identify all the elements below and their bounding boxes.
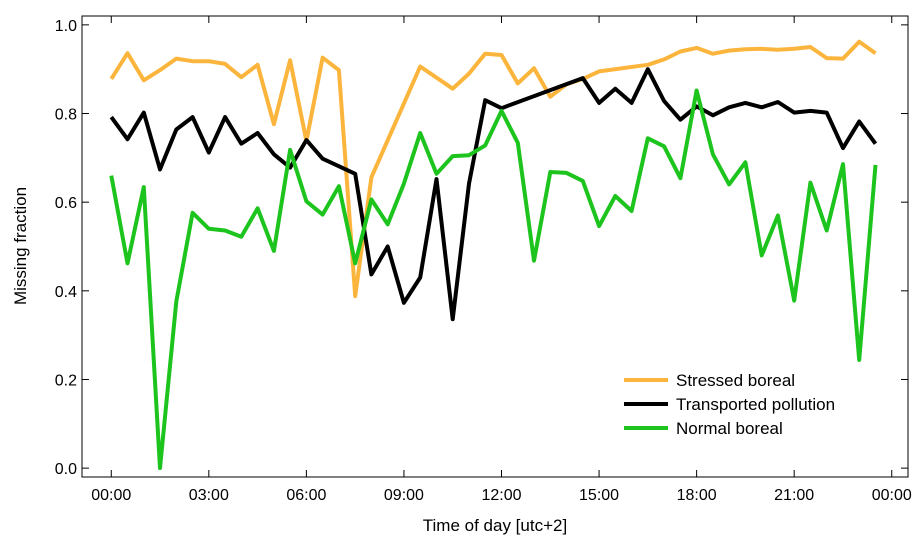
y-tick-label: 0.2: [55, 372, 77, 389]
x-tick-label: 00:00: [872, 487, 912, 504]
legend-label-transported-pollution: Transported pollution: [676, 395, 835, 414]
y-axis-label: Missing fraction: [11, 187, 30, 305]
y-tick-label: 0.4: [55, 284, 77, 301]
legend-label-normal-boreal: Normal boreal: [676, 419, 783, 438]
x-tick-label: 18:00: [677, 487, 717, 504]
x-tick-label: 03:00: [189, 487, 229, 504]
x-tick-label: 15:00: [579, 487, 619, 504]
plot-frame: [81, 15, 909, 478]
series-line-transported-pollution: [109, 67, 878, 322]
y-axis: 0.0 0.2 0.4 0.6 0.8 1.0: [55, 18, 908, 478]
x-tick-label: 12:00: [481, 487, 521, 504]
x-tick-label: 09:00: [384, 487, 424, 504]
x-axis: 00:00 03:00 06:00 09:00 12:00 15:00 18:00 21:00…: [91, 16, 912, 504]
series-lines: [109, 39, 878, 471]
series-line-normal-boreal: [109, 88, 878, 471]
y-tick-label: 0.0: [55, 461, 77, 478]
x-tick-label: 21:00: [774, 487, 814, 504]
legend: Stressed boreal Transported pollution Norm…: [624, 371, 835, 438]
y-tick-label: 0.8: [55, 107, 77, 124]
x-axis-label: Time of day [utc+2]: [423, 516, 567, 535]
legend-label-stressed-boreal: Stressed boreal: [676, 371, 795, 390]
y-tick-label: 1.0: [55, 18, 77, 35]
series-line-stressed-boreal: [109, 39, 877, 299]
y-tick-label: 0.6: [55, 195, 77, 212]
x-tick-label: 00:00: [91, 487, 131, 504]
x-tick-label: 06:00: [286, 487, 326, 504]
